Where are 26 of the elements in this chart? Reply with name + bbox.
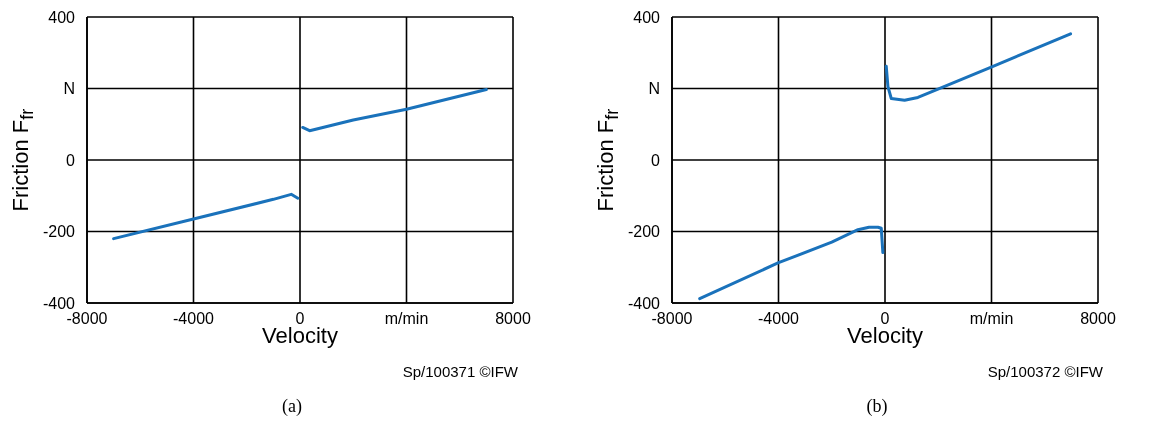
y-tick-label: 400: [48, 8, 76, 26]
x-tick-label: -8000: [66, 310, 108, 328]
x-tick-label: 8000: [1080, 310, 1116, 328]
text: Sp/100371 ©IFW: [402, 363, 518, 380]
x-tick-label: -8000: [651, 310, 693, 328]
line-series: [112, 192, 300, 241]
y-tick-label: 0: [66, 151, 76, 169]
text: Sp/100372 ©IFW: [987, 363, 1103, 380]
x-tick-label: 8000: [495, 310, 531, 328]
line-series: [301, 88, 488, 133]
x-tick-label: -4000: [758, 310, 800, 328]
text: (b): [865, 396, 889, 417]
text: (a): [281, 396, 303, 417]
y-tick-label: 400: [633, 8, 661, 26]
x-tick-label: m/min: [384, 310, 429, 328]
y-tick-label: -200: [42, 223, 76, 241]
y-tick-label: N: [63, 80, 75, 98]
y-tick-label: -200: [627, 223, 661, 241]
line-series: [698, 225, 885, 301]
y-tick-label: -400: [627, 294, 661, 312]
y-tick-label: 0: [651, 151, 661, 169]
x-tick-label: -4000: [173, 310, 215, 328]
x-tick-label: m/min: [969, 310, 1014, 328]
y-tick-label: -400: [42, 294, 76, 312]
y-tick-label: N: [648, 80, 660, 98]
line-series: [884, 32, 1073, 102]
